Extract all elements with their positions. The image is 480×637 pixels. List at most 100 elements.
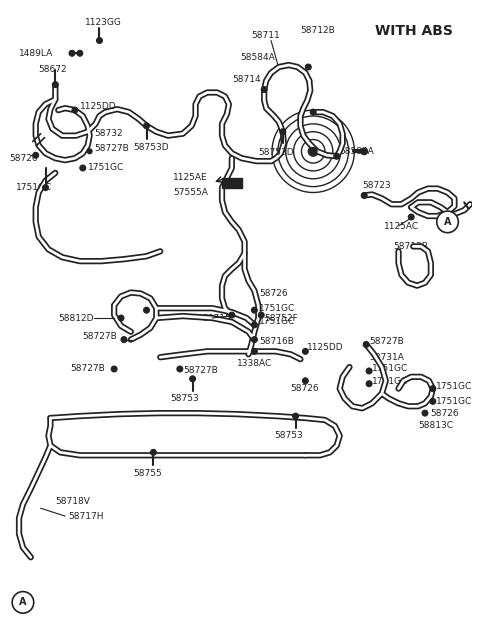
Text: 58726: 58726 [291,383,319,392]
Text: 58753D: 58753D [258,148,294,157]
Circle shape [43,185,48,190]
Text: 58813C: 58813C [418,421,453,431]
Text: 1751GC: 1751GC [436,382,472,391]
Circle shape [361,148,368,155]
Text: 58727B: 58727B [95,144,129,153]
Text: 1751GC: 1751GC [88,164,124,173]
Text: 58584A: 58584A [240,53,276,62]
Text: 58712B: 58712B [300,26,335,35]
Circle shape [121,336,127,343]
Text: 58812D: 58812D [58,313,94,322]
Circle shape [252,348,257,354]
Text: 58584A: 58584A [340,147,374,156]
Text: 58723: 58723 [362,181,391,190]
Text: 58727B: 58727B [70,364,105,373]
Circle shape [144,123,149,129]
Text: 58727B: 58727B [183,366,217,375]
Text: 1489LA: 1489LA [19,49,53,58]
Text: WITH ABS: WITH ABS [374,24,453,38]
Circle shape [80,165,86,171]
Text: 58726: 58726 [9,154,38,162]
Circle shape [252,307,257,313]
Circle shape [258,312,264,318]
Circle shape [69,50,75,56]
Circle shape [118,315,124,321]
Circle shape [77,50,83,56]
Text: 58726: 58726 [259,289,288,298]
Text: 1751GC: 1751GC [16,183,52,192]
Circle shape [252,322,257,328]
Text: 1125AC: 1125AC [384,222,419,231]
Circle shape [252,336,257,343]
Circle shape [294,132,333,171]
Bar [222,178,241,188]
Text: A: A [19,598,27,607]
Circle shape [422,410,428,416]
Text: 1338AC: 1338AC [237,359,272,368]
Circle shape [437,211,458,233]
Circle shape [430,398,436,404]
Circle shape [190,376,195,382]
Circle shape [272,110,354,192]
Circle shape [305,64,311,70]
Text: 58753D: 58753D [134,143,169,152]
Circle shape [310,109,316,115]
Circle shape [363,341,369,347]
Text: 58727B: 58727B [82,332,117,341]
Text: 58714: 58714 [232,75,261,84]
Text: 58672: 58672 [39,66,67,75]
Text: 1123GG: 1123GG [85,18,121,27]
Circle shape [366,368,372,374]
Circle shape [366,381,372,387]
Circle shape [87,149,92,154]
Text: 1125AE: 1125AE [173,173,208,182]
Text: 58717H: 58717H [68,512,104,520]
Circle shape [111,366,117,372]
Circle shape [278,116,348,187]
Circle shape [286,124,341,179]
Circle shape [52,82,58,87]
Circle shape [144,307,149,313]
Circle shape [430,385,436,392]
Circle shape [334,154,340,159]
Text: 58718V: 58718V [55,497,90,506]
Circle shape [293,413,299,419]
Text: 1125DD: 1125DD [307,343,344,352]
Circle shape [308,147,318,156]
Circle shape [361,192,367,198]
Text: 58731A: 58731A [369,353,404,362]
Text: 57555A: 57555A [173,188,208,197]
Circle shape [33,152,39,158]
Text: 58732: 58732 [95,129,123,138]
Text: 1751GC: 1751GC [372,364,408,373]
Text: 1125DD: 1125DD [80,102,117,111]
Circle shape [280,129,286,134]
Text: 58755: 58755 [134,469,163,478]
Circle shape [229,312,235,318]
Circle shape [302,378,308,383]
Circle shape [72,107,78,113]
Circle shape [96,38,102,43]
Text: 1751GC: 1751GC [436,397,472,406]
Circle shape [150,449,156,455]
Text: 1751GC: 1751GC [259,317,296,326]
Text: 58753: 58753 [170,394,199,403]
Text: 58727B: 58727B [369,337,404,346]
Text: A: A [444,217,451,227]
Circle shape [309,147,317,155]
Circle shape [261,87,267,92]
Circle shape [408,214,414,220]
Circle shape [302,348,308,354]
Text: 58716B: 58716B [259,336,294,346]
Text: 1751GC: 1751GC [372,377,408,386]
Text: 1751GC: 1751GC [259,304,296,313]
Text: 58752F: 58752F [264,313,298,322]
Text: 58715: 58715 [203,313,231,322]
Circle shape [177,366,183,372]
Text: 58711: 58711 [252,31,280,40]
Text: 58726: 58726 [430,408,458,418]
Text: 58753: 58753 [274,431,303,440]
Text: 58713B: 58713B [394,242,429,251]
Circle shape [301,140,325,163]
Circle shape [12,592,34,613]
